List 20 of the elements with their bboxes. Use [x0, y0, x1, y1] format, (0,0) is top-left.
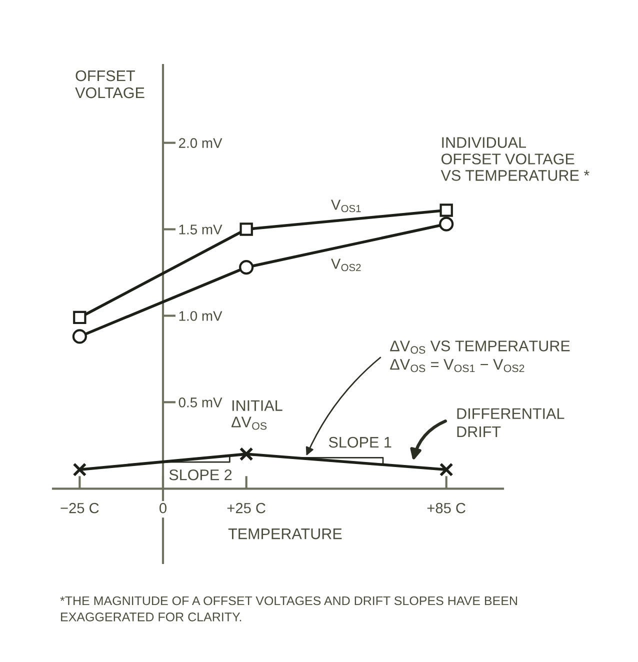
y-tick-label: 1.5 mV [179, 224, 222, 234]
annotation: SLOPE 2 [169, 469, 232, 480]
annotation: INDIVIDUAL OFFSET VOLTAGE VS TEMPERATURE * [440, 137, 590, 181]
x-tick-label: +25 C [227, 502, 266, 514]
text: *THE MAGNITUDE OF A OFFSET VOLTAGES AND DRIFT SLOPES HAVE BEEN EXAGGERATED FOR CLARITY. [60, 596, 517, 622]
x-tick-label: +85 C [427, 502, 466, 514]
annotation: INITIAL ΔV$_{OS}$ [232, 400, 282, 430]
annotation: ΔV$_{OS}$ VS TEMPERATURE [390, 340, 570, 354]
annotation: ΔV$_{OS}$ = V$_{OS1}$ − V$_{OS2}$ [390, 359, 524, 372]
x-axis-title: TEMPERATURE [228, 528, 342, 540]
x-tick-label: 0 [160, 502, 166, 514]
y-axis-title: OFFSET VOLTAGE [75, 70, 144, 98]
annotation: DIFFERENTIAL DRIFT [457, 408, 564, 437]
x-tick-label: −25 C [60, 502, 99, 514]
y-tick-label: 1.0 mV [179, 311, 222, 321]
series-label: V$_{OS2}$ [331, 258, 361, 272]
y-tick-label: 2.0 mV [178, 138, 222, 148]
series-label: V$_{OS1}$ [331, 200, 361, 212]
y-tick-label: 0.5 mV [178, 398, 222, 408]
annotation: SLOPE 1 [328, 436, 392, 448]
